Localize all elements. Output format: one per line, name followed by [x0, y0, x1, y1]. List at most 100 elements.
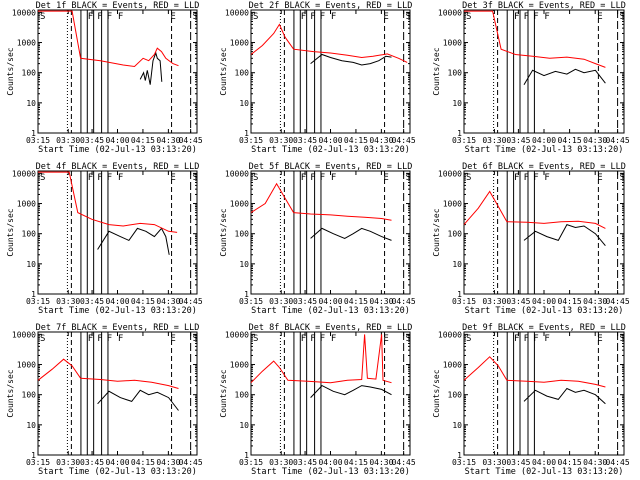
series-lld	[464, 10, 606, 68]
y-tick-label: 1000	[17, 39, 36, 48]
y-tick-label: 10	[239, 421, 249, 430]
series-lld	[463, 190, 606, 229]
x-tick-label: 04:15	[344, 458, 368, 467]
region-label: F	[310, 12, 315, 22]
x-tick-label: 03:45	[506, 458, 530, 467]
region-label: S	[40, 12, 45, 22]
y-tick-label: 100	[235, 69, 250, 78]
x-axis-label: Start Time (02-Jul-13 03:13:20)	[251, 145, 410, 155]
region-label: S	[193, 173, 198, 183]
y-tick-label: 1000	[443, 361, 462, 370]
y-tick-label: 100	[22, 230, 37, 239]
y-tick-label: 10000	[225, 169, 249, 178]
panel-title: Det 7f BLACK = Events, RED = LLD	[36, 323, 200, 333]
region-label: F	[320, 334, 325, 344]
series-events	[310, 227, 392, 241]
y-tick-label: 100	[235, 391, 250, 400]
y-tick-label: 100	[22, 69, 37, 78]
region-label: S	[406, 334, 411, 344]
y-axis-label: Counts/sec	[432, 369, 441, 417]
y-tick-label: 1000	[443, 200, 462, 209]
y-tick-label: 1	[457, 290, 462, 299]
x-tick-label: 03:30	[269, 297, 293, 306]
x-tick-label: 03:30	[56, 297, 80, 306]
region-label: F	[544, 12, 549, 22]
panel-title: Det 1f BLACK = Events, RED = LLD	[36, 1, 200, 11]
x-tick-label: 03:15	[239, 458, 263, 467]
panel-grid: Det 1f BLACK = Events, RED = LLD11010010…	[6, 1, 630, 477]
x-tick-label: 04:15	[344, 297, 368, 306]
y-tick-label: 10000	[225, 8, 249, 17]
x-tick-label: 03:45	[293, 136, 317, 145]
x-tick-label: 03:15	[239, 297, 263, 306]
region-label: F	[118, 12, 123, 22]
x-tick-label: 04:45	[392, 136, 416, 145]
y-tick-label: 1	[244, 451, 249, 460]
y-tick-label: 10000	[438, 8, 462, 17]
x-tick-label: 04:00	[318, 297, 342, 306]
x-tick-label: 04:00	[318, 136, 342, 145]
x-tick-label: 04:45	[179, 458, 203, 467]
series-lld	[38, 10, 179, 68]
series-events	[139, 51, 163, 85]
y-tick-label: 100	[448, 391, 463, 400]
region-label: E	[383, 12, 388, 22]
y-tick-label: 10000	[225, 330, 249, 339]
region-label: F	[533, 173, 538, 183]
y-tick-label: 1	[457, 451, 462, 460]
x-tick-label: 03:45	[293, 458, 317, 467]
x-tick-label: 03:45	[80, 297, 104, 306]
y-tick-label: 1	[244, 129, 249, 138]
x-axis-label: Start Time (02-Jul-13 03:13:20)	[38, 145, 197, 155]
panel-6: Det 6f BLACK = Events, RED = LLD 1 10 100 10…	[432, 162, 630, 316]
series-lld	[37, 358, 179, 389]
region-label: S	[466, 173, 471, 183]
plot-frame	[37, 331, 198, 456]
region-label: S	[40, 173, 45, 183]
plot-frame	[463, 9, 625, 134]
region-label: F	[107, 173, 112, 183]
region-label: S	[406, 173, 411, 183]
y-tick-label: 1	[457, 129, 462, 138]
x-tick-label: 04:30	[369, 136, 393, 145]
x-tick-label: 03:30	[482, 136, 506, 145]
region-label: F	[301, 334, 306, 344]
series-events	[523, 223, 606, 247]
panel-5: Det 5f BLACK = Events, RED = LLD 1 10 100 10…	[219, 162, 416, 316]
x-tick-label: 03:15	[452, 136, 476, 145]
x-tick-label: 03:30	[56, 136, 80, 145]
plot-frame	[250, 9, 411, 134]
region-label: E	[170, 12, 175, 22]
region-label: S	[40, 334, 45, 344]
y-tick-label: 1000	[443, 39, 462, 48]
region-label: F	[524, 334, 529, 344]
x-tick-label: 04:30	[156, 458, 180, 467]
region-label: S	[193, 334, 198, 344]
panel-9: Det 9f BLACK = Events, RED = LLD 1 10 100 10…	[432, 323, 630, 477]
region-label: F	[514, 173, 519, 183]
region-label: F	[107, 334, 112, 344]
region-label: F	[544, 173, 549, 183]
region-label: F	[88, 12, 93, 22]
y-axis-label: Counts/sec	[219, 47, 228, 95]
region-label: E	[597, 12, 602, 22]
region-label: F	[514, 12, 519, 22]
x-tick-label: 04:30	[369, 297, 393, 306]
x-tick-label: 04:45	[392, 297, 416, 306]
x-tick-label: 04:15	[131, 458, 155, 467]
series-lld	[250, 23, 408, 63]
panel-title: Det 2f BLACK = Events, RED = LLD	[249, 1, 413, 11]
x-tick-label: 04:45	[606, 297, 630, 306]
region-label: F	[533, 334, 538, 344]
y-tick-label: 10000	[12, 330, 36, 339]
x-tick-label: 04:00	[105, 458, 129, 467]
series-lld	[250, 334, 392, 384]
x-tick-label: 03:45	[80, 458, 104, 467]
x-tick-label: 04:45	[606, 458, 630, 467]
region-label: S	[193, 12, 198, 22]
plot-frame	[463, 170, 625, 295]
region-label: F	[107, 12, 112, 22]
x-tick-label: 03:45	[506, 136, 530, 145]
x-tick-label: 04:45	[606, 136, 630, 145]
